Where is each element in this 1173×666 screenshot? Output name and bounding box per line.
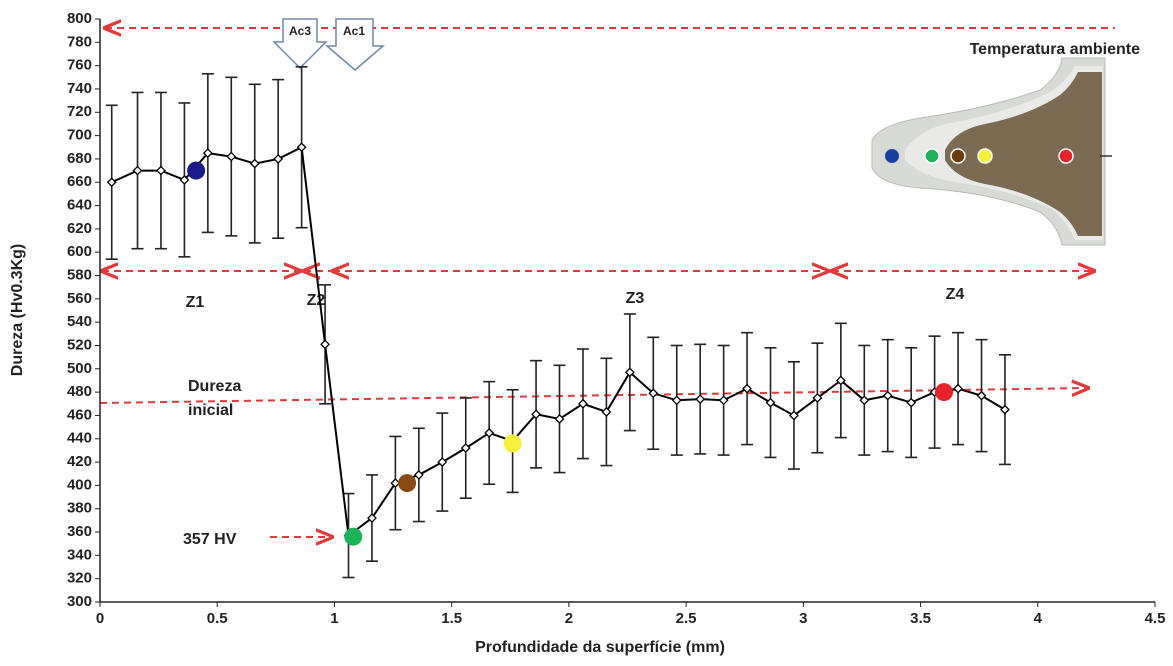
- zone-label: Z4: [946, 286, 965, 303]
- data-point: [320, 339, 330, 350]
- data-point: [132, 165, 143, 176]
- highlight-point: [398, 474, 417, 493]
- y-tick-label: 620: [67, 220, 92, 237]
- y-tick-label: 300: [67, 593, 92, 610]
- y-tick-label: 480: [67, 383, 92, 400]
- data-point: [601, 407, 612, 417]
- y-tick-label: 760: [67, 57, 92, 74]
- data-point: [835, 375, 846, 386]
- y-tick-label: 440: [67, 430, 92, 447]
- y-tick-label: 780: [67, 33, 92, 50]
- y-tick-label: 540: [67, 313, 92, 330]
- dureza-inicial-label: Dureza: [188, 378, 241, 395]
- y-tick-label: 420: [67, 453, 92, 470]
- x-tick-label: 1.5: [441, 610, 462, 627]
- data-point: [202, 148, 213, 159]
- x-tick-label: 3: [799, 610, 807, 627]
- y-tick-label: 720: [67, 103, 92, 120]
- data-point: [106, 177, 117, 188]
- plot-area: 3003203403603804004204404604805005205405…: [67, 10, 1165, 627]
- data-point: [695, 394, 706, 405]
- y-tick-label: 500: [67, 360, 92, 377]
- x-tick-label: 1: [330, 610, 338, 627]
- data-line: [111, 145, 1006, 538]
- data-point: [249, 158, 260, 169]
- y-tick-label: 320: [67, 570, 92, 587]
- y-tick-label: 600: [67, 243, 92, 260]
- data-point: [742, 383, 752, 394]
- data-point: [1000, 404, 1010, 415]
- highlight-point: [935, 383, 953, 402]
- transformation-arrows: [272, 18, 386, 71]
- data-point: [578, 398, 588, 409]
- data-point: [437, 457, 448, 467]
- highlight-point: [187, 161, 206, 180]
- y-tick-label: 580: [67, 266, 92, 283]
- x-tick-label: 3.5: [910, 610, 931, 627]
- data-point: [648, 388, 659, 399]
- y-tick-label: 800: [67, 10, 92, 27]
- x-tick-label: 2.5: [676, 610, 697, 627]
- data-point: [273, 154, 284, 164]
- data-point: [413, 469, 424, 480]
- y-tick-label: 740: [67, 80, 92, 97]
- y-tick-label: 700: [67, 127, 92, 144]
- x-tick-label: 4: [1034, 610, 1043, 627]
- data-point: [179, 174, 190, 185]
- x-tick-label: 2: [565, 610, 573, 627]
- x-axis-label: Profundidade da superfície (mm): [475, 639, 725, 656]
- y-tick-label: 560: [67, 290, 92, 307]
- zone-label: Z1: [186, 294, 205, 311]
- x-tick-label: 0: [96, 610, 104, 627]
- temperature-label: Temperatura ambiente: [970, 41, 1141, 58]
- y-tick-label: 340: [67, 546, 92, 563]
- y-tick-label: 640: [67, 197, 92, 214]
- dureza-inicial-label: inicial: [188, 402, 233, 419]
- data-point: [367, 513, 377, 523]
- y-tick-label: 400: [67, 476, 92, 493]
- background: [99, 18, 1115, 537]
- data-point: [226, 151, 237, 162]
- data-point: [296, 142, 307, 153]
- ac3-label: Ac3: [289, 24, 311, 38]
- y-tick-label: 460: [67, 406, 92, 423]
- y-tick-label: 360: [67, 523, 92, 540]
- data-point: [718, 395, 729, 406]
- x-tick-label: 0.5: [207, 610, 228, 627]
- inset-image: [871, 57, 1112, 246]
- highlight-point: [503, 434, 522, 453]
- annotation-arrows: [99, 28, 1115, 537]
- data-point: [484, 428, 495, 438]
- data-point: [953, 383, 963, 394]
- data-point: [789, 410, 799, 421]
- zone-label: Z3: [626, 290, 645, 307]
- data-point: [906, 397, 917, 408]
- min-hardness-label: 357 HV: [183, 531, 237, 548]
- data-point: [554, 414, 565, 424]
- data-point: [460, 443, 471, 454]
- data-point: [882, 390, 893, 401]
- data-point: [812, 393, 823, 403]
- y-tick-label: 520: [67, 336, 92, 353]
- data-point: [765, 397, 776, 408]
- y-axis-label: Dureza (Hv0.3Kg): [9, 244, 26, 376]
- data-point: [859, 395, 870, 406]
- data-point: [156, 165, 166, 176]
- x-tick-label: 4.5: [1145, 610, 1166, 627]
- data-point: [671, 395, 682, 406]
- zone-label: Z2: [307, 292, 326, 309]
- data-point: [624, 367, 635, 378]
- data-point: [531, 409, 541, 420]
- data-point: [976, 390, 987, 401]
- highlight-point: [344, 527, 363, 546]
- y-tick-label: 660: [67, 173, 92, 190]
- y-tick-label: 680: [67, 150, 92, 167]
- y-tick-label: 380: [67, 500, 92, 517]
- ac1-label: Ac1: [343, 24, 365, 38]
